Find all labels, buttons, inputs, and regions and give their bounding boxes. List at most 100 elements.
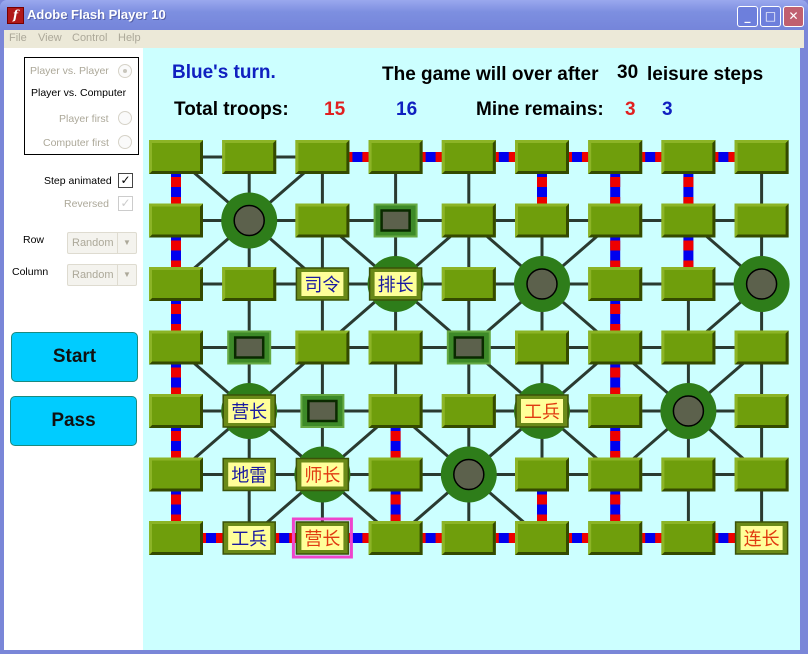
post-station[interactable] <box>661 140 716 174</box>
computer-first-label: Computer first <box>43 137 109 149</box>
row-select-value: Random <box>72 237 114 249</box>
post-station[interactable] <box>734 140 789 174</box>
piece-label: 营长 <box>231 402 267 423</box>
post-station[interactable] <box>515 140 569 174</box>
menu-view[interactable]: View <box>38 32 62 44</box>
post-station[interactable] <box>441 140 496 174</box>
chevron-down-icon: ▼ <box>117 265 136 285</box>
player-first-label: Player first <box>59 113 109 125</box>
post-station[interactable] <box>149 394 203 428</box>
selection-highlight <box>291 517 353 559</box>
post-station[interactable] <box>734 330 789 365</box>
minimize-button[interactable]: _ <box>737 6 758 27</box>
post-station[interactable] <box>588 394 643 428</box>
step-animated-checkbox[interactable]: ✓ <box>118 173 133 188</box>
mine-label: Mine remains: <box>476 99 604 120</box>
post-station[interactable] <box>149 140 203 174</box>
hidden-piece-face <box>307 399 338 423</box>
post-station[interactable] <box>588 140 643 174</box>
hidden-piece-face <box>453 336 485 359</box>
post-station[interactable] <box>295 330 350 365</box>
post-station[interactable] <box>588 203 643 238</box>
post-station[interactable] <box>734 203 789 238</box>
piece-face <box>228 526 271 550</box>
post-station[interactable] <box>661 330 716 365</box>
camp-center-icon <box>453 458 485 491</box>
post-station[interactable] <box>588 521 643 555</box>
post-station[interactable] <box>368 457 423 492</box>
piece-label: 司令 <box>304 275 340 296</box>
hidden-piece-face <box>380 209 411 232</box>
start-button[interactable]: Start <box>11 332 138 382</box>
menu-bar <box>4 30 804 48</box>
post-station[interactable] <box>149 457 203 492</box>
post-station[interactable] <box>441 267 496 301</box>
chevron-down-icon: ▼ <box>117 233 136 253</box>
piece-face <box>228 399 271 423</box>
piece-label: 连长 <box>744 529 780 550</box>
post-station[interactable] <box>661 203 716 238</box>
computer-first-radio[interactable] <box>118 135 132 149</box>
piece-face <box>228 462 271 487</box>
pass-button[interactable]: Pass <box>10 396 137 446</box>
piece-label: 工兵 <box>231 529 267 550</box>
post-station[interactable] <box>661 267 716 301</box>
post-station[interactable] <box>149 521 203 555</box>
piece-face <box>301 272 344 296</box>
post-station[interactable] <box>588 457 643 492</box>
menu-control[interactable]: Control <box>72 32 108 44</box>
mode-pvc-label[interactable]: Player vs. Computer <box>31 87 127 99</box>
leisure-steps-count: 30 <box>617 62 639 83</box>
step-animated-label: Step animated <box>44 175 112 187</box>
maximize-button[interactable]: □ <box>760 6 781 27</box>
post-station[interactable] <box>441 203 496 238</box>
close-button[interactable]: ✕ <box>783 6 804 27</box>
post-station[interactable] <box>222 140 277 174</box>
column-label: Column <box>12 266 49 278</box>
window-title: Adobe Flash Player 10 <box>27 7 166 22</box>
post-station[interactable] <box>295 140 350 174</box>
troops-blue: 16 <box>396 99 418 120</box>
piece-face <box>521 399 563 423</box>
post-station[interactable] <box>515 521 569 555</box>
post-station[interactable] <box>149 203 203 238</box>
post-station[interactable] <box>515 330 569 365</box>
column-select[interactable]: Random ▼ <box>67 264 137 286</box>
post-station[interactable] <box>222 267 277 301</box>
post-station[interactable] <box>441 394 496 428</box>
post-station[interactable] <box>661 521 716 555</box>
column-select-value: Random <box>72 269 114 281</box>
post-station[interactable] <box>661 457 716 492</box>
turn-indicator: Blue's turn. <box>172 62 276 83</box>
post-station[interactable] <box>295 203 350 238</box>
post-station[interactable] <box>588 330 643 365</box>
post-station[interactable] <box>368 330 423 365</box>
flash-icon: f <box>7 7 24 24</box>
post-station[interactable] <box>149 267 203 301</box>
post-station[interactable] <box>368 521 423 555</box>
menu-file[interactable]: File <box>9 32 27 44</box>
post-station[interactable] <box>368 394 423 428</box>
post-station[interactable] <box>588 267 643 301</box>
camp-center-icon <box>672 395 705 427</box>
post-station[interactable] <box>515 203 569 238</box>
row-select[interactable]: Random ▼ <box>67 232 137 254</box>
mode-pvp-radio[interactable] <box>118 64 132 78</box>
post-station[interactable] <box>734 394 789 428</box>
mode-pvp-label: Player vs. Player <box>30 65 109 77</box>
piece-label: 工兵 <box>524 402 560 423</box>
player-first-radio[interactable] <box>118 111 132 125</box>
post-station[interactable] <box>149 330 203 365</box>
post-station[interactable] <box>515 457 569 492</box>
menu-help[interactable]: Help <box>118 32 141 44</box>
post-station[interactable] <box>368 140 423 174</box>
mine-blue: 3 <box>662 99 673 120</box>
mode-group <box>24 57 139 155</box>
camp-center-icon <box>526 268 558 300</box>
piece-face <box>301 526 344 550</box>
reversed-checkbox[interactable]: ✓ <box>118 196 133 211</box>
post-station[interactable] <box>441 521 496 555</box>
post-station[interactable] <box>734 457 789 492</box>
piece-face <box>740 526 783 550</box>
